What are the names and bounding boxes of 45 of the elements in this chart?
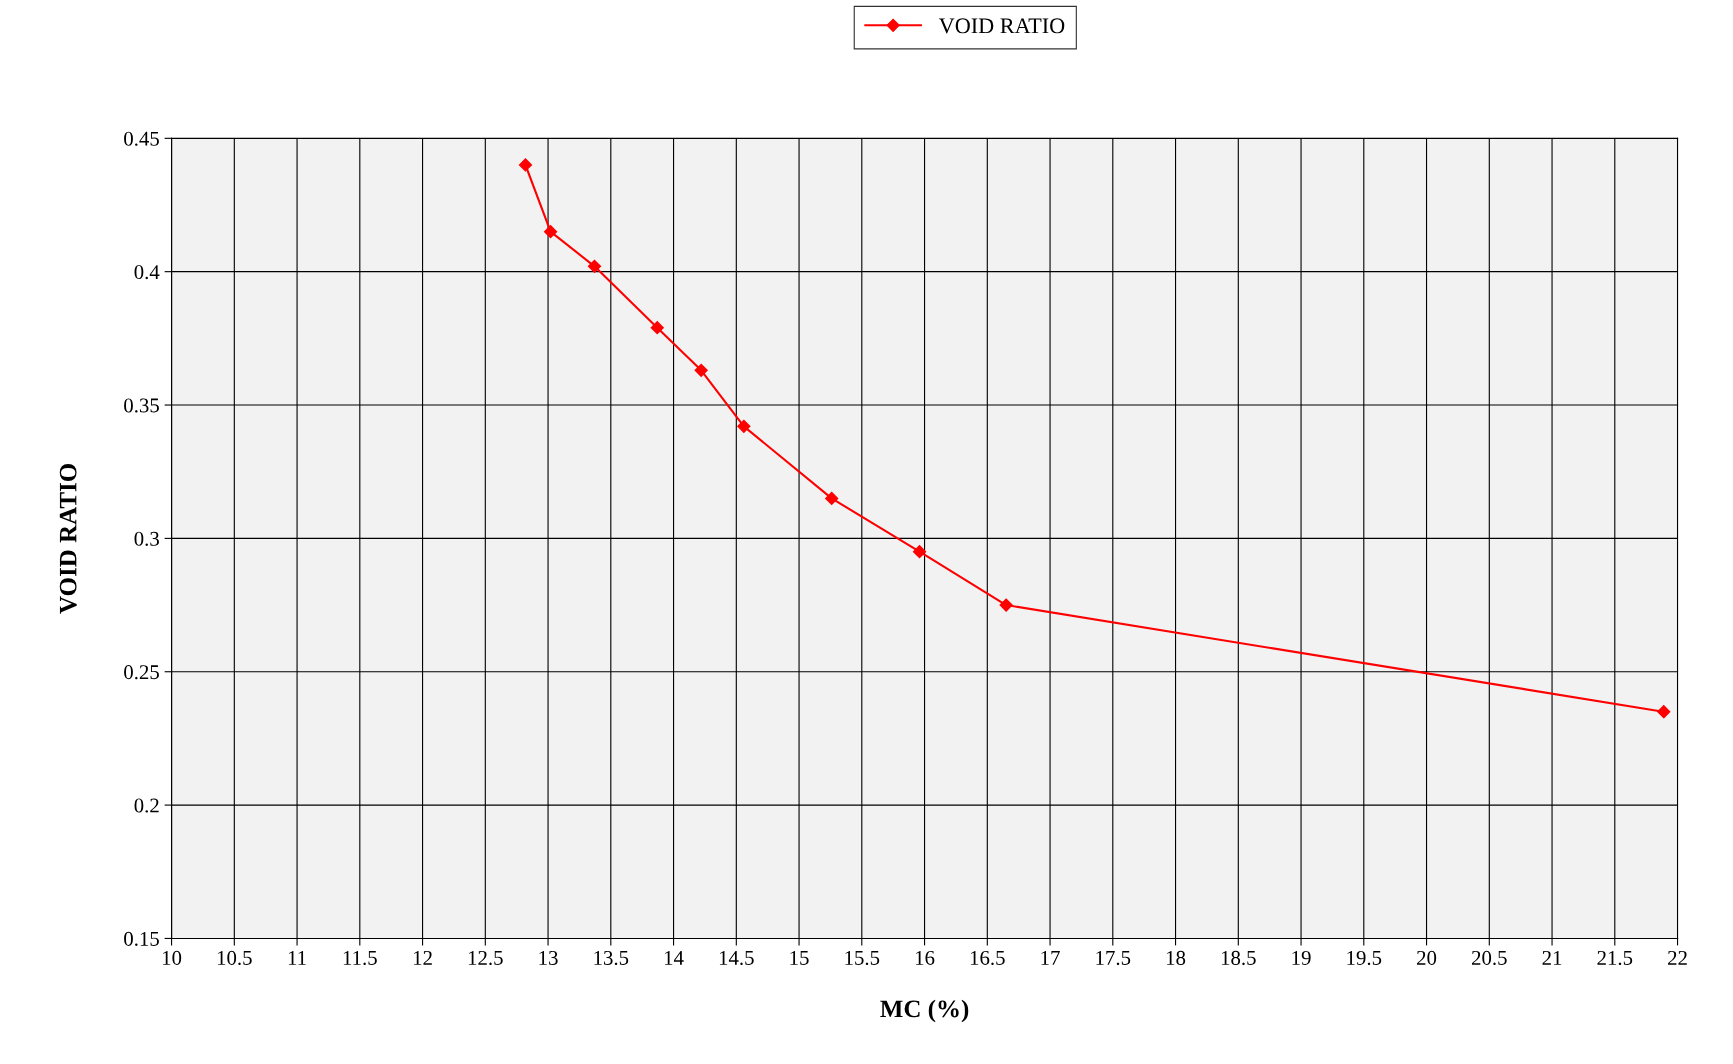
x-tick-label: 10: [162, 950, 182, 965]
x-axis-title: MC (%): [880, 999, 969, 1023]
x-tick-label: 21.5: [1597, 950, 1633, 966]
x-tick-label: 11.5: [343, 950, 377, 966]
point: [694, 363, 708, 377]
x-tick-label: 21: [1542, 950, 1562, 965]
point: [587, 259, 602, 273]
x-tick-label: 12: [413, 950, 432, 965]
x-tick-label: 17.5: [1096, 950, 1131, 966]
point: [543, 225, 558, 239]
point: [912, 545, 927, 559]
y-axis-title: VOID RATIO: [59, 464, 77, 614]
y-tick-label: 0.2: [134, 798, 159, 813]
point: [518, 158, 533, 172]
point: [825, 491, 839, 505]
x-tick-label: 13: [539, 950, 558, 965]
x-tick-label: 22: [1668, 950, 1687, 965]
y-tick-label: 0.45: [124, 131, 159, 146]
x-tick-label: 18.5: [1221, 950, 1256, 966]
x-tick-label: 15: [790, 950, 809, 965]
y-tick-label: 0.3: [134, 531, 159, 546]
legend-label: VOID RATIO: [938, 18, 1065, 34]
point: [737, 419, 751, 433]
x-tick-label: 10.5: [217, 950, 252, 966]
y-tick-label: 0.4: [134, 265, 160, 280]
x-tick-label: 20: [1417, 950, 1437, 965]
point: [650, 321, 664, 335]
x-tick-label: 14.5: [719, 950, 754, 966]
x-tick-label: 20.5: [1471, 950, 1507, 966]
x-tick-label: 13.5: [594, 950, 629, 966]
x-tick-label: 16.5: [970, 950, 1005, 966]
x-tick-label: 15.5: [845, 950, 880, 966]
x-tick-label: 12.5: [468, 950, 503, 966]
x-tick-label: 19.5: [1347, 950, 1382, 966]
x-tick-label: 16: [915, 950, 935, 965]
y-tick-label: 0.35: [124, 398, 159, 413]
x-tick-label: 17: [1041, 950, 1060, 965]
x-tick-label: 18: [1166, 950, 1186, 965]
point: [1657, 705, 1671, 719]
x-tick-label: 11: [288, 950, 306, 965]
point: [999, 598, 1013, 612]
y-tick-label: 0.15: [124, 931, 159, 946]
x-tick-label: 19: [1292, 950, 1311, 965]
y-tick-label: 0.25: [124, 665, 159, 680]
x-tick-label: 14: [664, 950, 684, 965]
